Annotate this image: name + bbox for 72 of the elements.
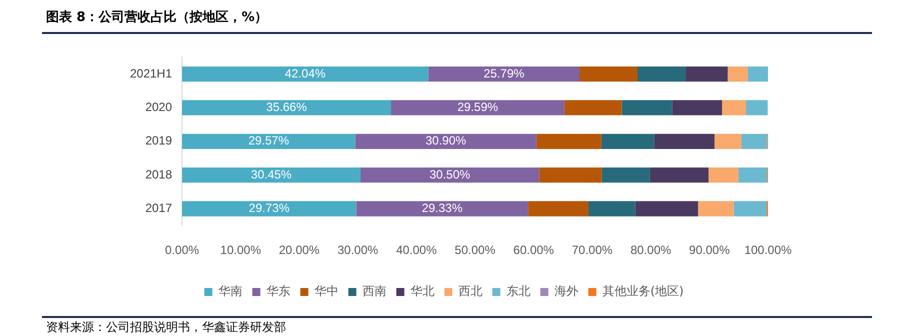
data-label: 30.90% — [425, 134, 467, 148]
bar — [182, 134, 356, 149]
legend-label: 西南 — [362, 284, 386, 298]
legend-label: 西北 — [458, 284, 482, 298]
legend-label: 东北 — [506, 284, 530, 298]
bar — [728, 66, 748, 82]
bar — [564, 100, 622, 116]
x-tick-label: 30.00% — [337, 243, 378, 258]
data-label: 29.33% — [422, 201, 463, 216]
bar — [638, 66, 686, 82]
legend-label: 华东 — [266, 284, 290, 298]
bar — [579, 66, 638, 82]
bar — [602, 168, 650, 183]
legend-label: 海外 — [554, 284, 578, 298]
data-label: 35.66% — [266, 100, 308, 114]
y-tick-label: 2017 — [145, 201, 172, 216]
x-tick-label: 100.00% — [744, 243, 792, 258]
bar — [182, 168, 360, 183]
bar — [390, 100, 564, 116]
bar — [738, 168, 768, 183]
bar — [356, 201, 528, 216]
y-tick-label: 2018 — [145, 167, 172, 182]
y-tick-label: 2020 — [145, 100, 172, 114]
y-tick-label: 2021H1 — [130, 66, 172, 80]
bar — [355, 134, 536, 149]
bar — [654, 134, 714, 149]
data-label: 42.04% — [284, 66, 326, 80]
text: 资料来源：公司招股说明书，华鑫证券研发部 — [46, 319, 286, 336]
bar — [182, 201, 356, 216]
bar — [536, 134, 602, 149]
x-tick-label: 0.00% — [165, 243, 200, 258]
data-label: 29.73% — [248, 201, 290, 216]
y-tick-label: 2019 — [145, 134, 172, 148]
bar — [360, 168, 540, 183]
chart-title: 图表 8：公司营收占比（按地区，%） — [46, 9, 268, 26]
x-tick-label: 90.00% — [689, 243, 730, 258]
bar — [734, 201, 767, 216]
x-tick-label: 20.00% — [278, 243, 320, 258]
x-tick-label: 70.00% — [572, 243, 613, 258]
x-tick-label: 60.00% — [513, 243, 554, 258]
x-tick-label: 80.00% — [630, 243, 672, 258]
bar — [539, 168, 602, 183]
bar — [428, 66, 580, 82]
data-label: 29.57% — [248, 134, 290, 148]
bar — [748, 66, 768, 82]
data-label: 29.59% — [457, 100, 498, 114]
legend-label: 其他业务(地区) — [602, 284, 684, 298]
bar — [698, 201, 734, 216]
bar — [741, 134, 768, 149]
data-label: 25.79% — [484, 66, 525, 80]
data-label: 30.45% — [250, 167, 292, 182]
bar — [746, 100, 768, 116]
bar — [601, 134, 654, 149]
x-tick-label: 10.00% — [220, 243, 262, 258]
legend-label: 华中 — [314, 284, 338, 298]
legend-label: 华北 — [410, 284, 434, 298]
bar — [182, 66, 428, 82]
bar — [588, 201, 636, 216]
bar — [722, 100, 746, 116]
bar — [650, 168, 709, 183]
bar — [622, 100, 672, 116]
x-tick-label: 40.00% — [396, 243, 438, 258]
bar — [528, 201, 588, 216]
bar — [708, 168, 738, 183]
data-label: 30.50% — [429, 167, 470, 182]
bar — [672, 100, 722, 116]
bar — [686, 66, 728, 82]
x-tick-label: 50.00% — [454, 243, 496, 258]
bar — [635, 201, 698, 216]
legend-label: 华南 — [218, 284, 242, 298]
bar — [714, 134, 742, 149]
bar — [182, 100, 391, 116]
